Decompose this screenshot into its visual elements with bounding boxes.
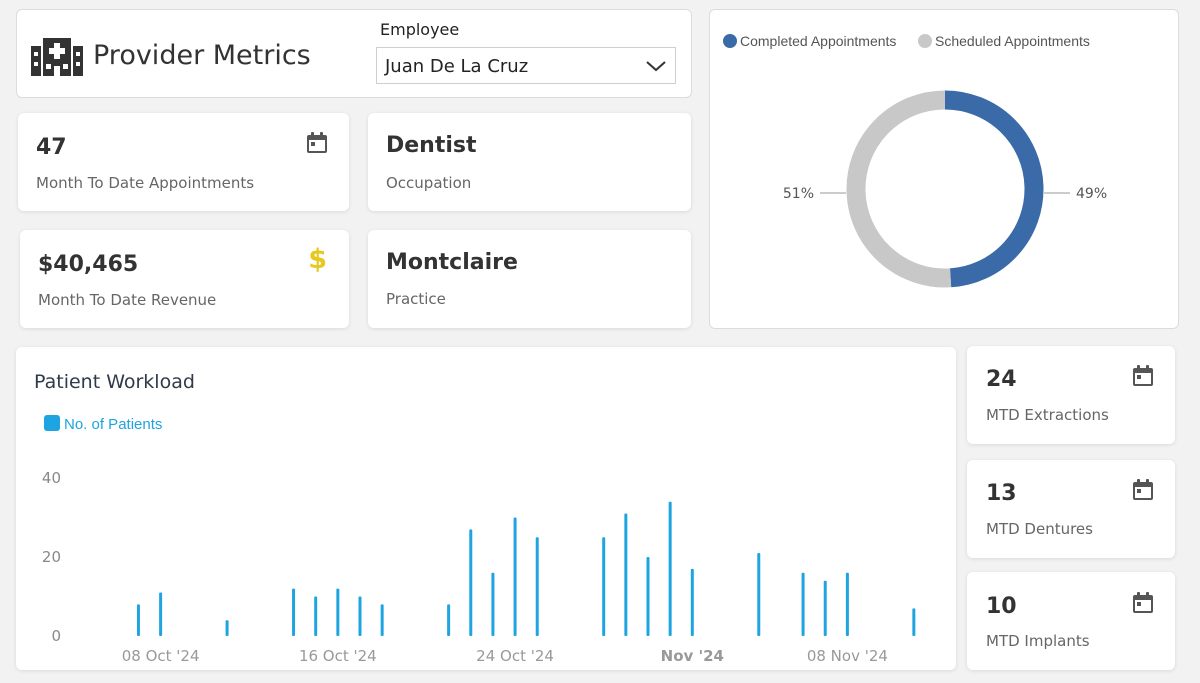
bar[interactable]: [912, 608, 916, 636]
y-tick-label: 0: [51, 627, 61, 645]
appointments-donut-card: Completed Appointments Scheduled Appoint…: [709, 9, 1179, 329]
calendar-icon: [1133, 365, 1153, 386]
legend-item-scheduled[interactable]: Scheduled Appointments: [918, 33, 1090, 49]
bar[interactable]: [690, 568, 694, 636]
kpi-label: MTD Extractions: [986, 406, 1109, 424]
y-tick-label: 40: [42, 469, 61, 487]
legend-label: Completed Appointments: [740, 33, 897, 49]
legend-label: Scheduled Appointments: [935, 33, 1090, 49]
x-tick-label: Nov '24: [661, 647, 724, 665]
chart-title: Patient Workload: [34, 371, 195, 393]
hospital-icon: [31, 38, 83, 76]
calendar-icon: [307, 132, 327, 153]
dollar-icon: $: [308, 244, 327, 275]
mtd-card-extractions: 24 MTD Extractions: [967, 346, 1175, 444]
legend-label: No. of Patients: [64, 416, 163, 433]
kpi-value: 13: [986, 481, 1017, 506]
bar[interactable]: [225, 620, 229, 636]
kpi-card-occupation: Dentist Occupation: [368, 113, 691, 211]
kpi-label: MTD Implants: [986, 632, 1090, 650]
bar[interactable]: [624, 513, 628, 636]
kpi-value: 47: [36, 135, 67, 160]
donut-data-label: 49%: [1076, 186, 1107, 202]
mtd-card-implants: 10 MTD Implants: [967, 572, 1175, 670]
bar[interactable]: [845, 572, 849, 636]
header-card: Provider Metrics Employee Juan De La Cru…: [16, 9, 692, 98]
mtd-card-dentures: 13 MTD Dentures: [967, 460, 1175, 558]
bar[interactable]: [380, 604, 384, 636]
bar[interactable]: [823, 580, 827, 636]
calendar-icon: [1133, 592, 1153, 613]
x-tick-label: 24 Oct '24: [476, 647, 554, 665]
kpi-label: MTD Dentures: [986, 520, 1093, 538]
x-tick-label: 16 Oct '24: [299, 647, 377, 665]
kpi-value: Dentist: [386, 133, 477, 158]
kpi-label: Month To Date Revenue: [38, 291, 217, 309]
bar[interactable]: [314, 596, 318, 637]
donut-slice-scheduled[interactable]: [846, 90, 952, 288]
chart-legend-item[interactable]: No. of Patients: [44, 415, 162, 433]
legend-swatch: [44, 415, 60, 431]
bar[interactable]: [336, 588, 340, 636]
bar[interactable]: [358, 596, 362, 637]
bar[interactable]: [491, 572, 495, 636]
bar[interactable]: [136, 604, 140, 636]
x-tick-label: 08 Oct '24: [122, 647, 200, 665]
kpi-card-appointments: 47 Month To Date Appointments: [18, 113, 349, 211]
bar[interactable]: [801, 572, 805, 636]
calendar-icon: [1133, 479, 1153, 500]
employee-label: Employee: [380, 20, 460, 39]
kpi-value: 24: [986, 367, 1017, 392]
bar[interactable]: [513, 517, 517, 637]
bar[interactable]: [668, 501, 672, 636]
bar[interactable]: [646, 557, 650, 636]
donut-slice-completed[interactable]: [944, 90, 1044, 288]
kpi-card-revenue: $40,465 Month To Date Revenue $: [20, 230, 349, 328]
page-title: Provider Metrics: [93, 40, 311, 71]
kpi-label: Practice: [386, 290, 446, 308]
donut-data-label: 51%: [783, 186, 814, 202]
legend-dot: [723, 34, 737, 48]
kpi-label: Month To Date Appointments: [36, 174, 255, 192]
employee-dropdown[interactable]: Juan De La Cruz: [376, 47, 676, 84]
legend-dot: [918, 34, 932, 48]
bar-chart: 0 20 40 08 Oct '24 16 Oct '24 24 Oct '24 Nov '…: [42, 469, 916, 665]
bar[interactable]: [447, 604, 451, 636]
bar[interactable]: [292, 588, 296, 636]
kpi-value: 10: [986, 594, 1017, 619]
kpi-card-practice: Montclaire Practice: [368, 230, 691, 328]
donut-chart: 49% 51%: [783, 90, 1107, 288]
kpi-label: Occupation: [386, 174, 472, 192]
bar[interactable]: [535, 537, 539, 636]
chevron-down-icon: [646, 61, 666, 72]
y-tick-label: 20: [42, 548, 61, 566]
employee-selected-value: Juan De La Cruz: [385, 56, 529, 77]
kpi-value: $40,465: [38, 252, 139, 277]
bar[interactable]: [469, 529, 473, 636]
patient-workload-card: Patient Workload No. of Patients 0 20 40 08…: [16, 347, 956, 670]
bar[interactable]: [757, 553, 761, 636]
bar[interactable]: [602, 537, 606, 636]
x-tick-label: 08 Nov '24: [807, 647, 888, 665]
bar[interactable]: [159, 592, 163, 636]
kpi-value: Montclaire: [386, 250, 518, 275]
legend-item-completed[interactable]: Completed Appointments: [723, 33, 896, 49]
